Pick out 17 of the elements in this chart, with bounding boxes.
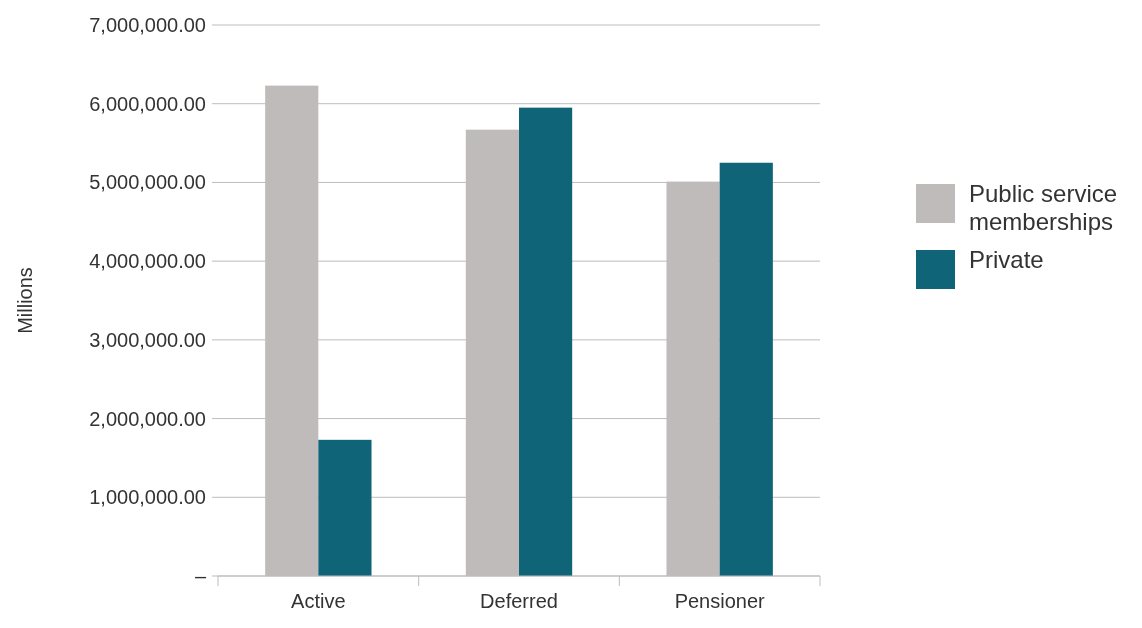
y-tick-label: – [194, 565, 207, 587]
x-tick-label: Deferred [480, 590, 558, 612]
bar [519, 107, 573, 576]
legend-label: Public service memberships [969, 180, 1118, 235]
y-tick-label: 2,000,000.00 [89, 407, 206, 430]
y-tick-label: 6,000,000.00 [89, 92, 206, 115]
y-tick-label: 5,000,000.00 [89, 171, 206, 194]
x-tick-label: Active [291, 590, 346, 612]
bar [719, 162, 773, 576]
y-tick-label: 3,000,000.00 [89, 328, 206, 351]
y-tick-label: 1,000,000.00 [89, 486, 206, 509]
legend-label: Private [969, 246, 1044, 274]
y-axis-title: Millions [14, 267, 36, 334]
bar [318, 439, 372, 576]
y-tick-label: 7,000,000.00 [89, 14, 206, 36]
y-tick-label: 4,000,000.00 [89, 250, 206, 273]
x-tick-label: Pensioner [674, 590, 766, 612]
